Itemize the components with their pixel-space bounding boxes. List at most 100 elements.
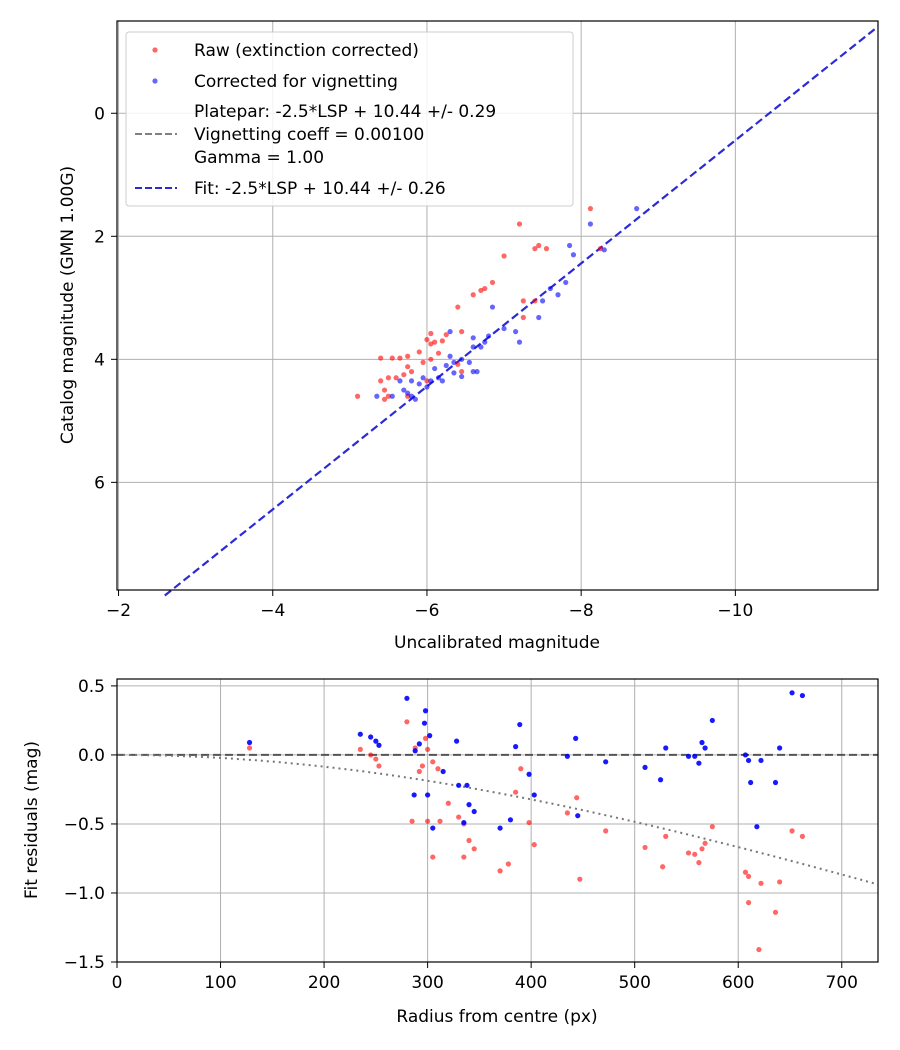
- raw-point: [381, 396, 388, 402]
- corrected-point: [451, 370, 457, 376]
- corrected-residual-point: [456, 782, 462, 788]
- corrected-point: [451, 359, 457, 365]
- bottom-x-tick-label: 300: [411, 973, 443, 993]
- corrected-residual-point: [531, 792, 537, 798]
- corrected-residual-point: [471, 808, 477, 815]
- corrected-residual-point: [425, 792, 431, 798]
- corrected-residual-point: [464, 782, 470, 788]
- corrected-residual-point: [507, 817, 514, 823]
- corrected-point: [540, 298, 546, 304]
- corrected-point: [432, 365, 438, 372]
- bottom-y-tick-label: −0.5: [64, 815, 105, 835]
- raw-point: [428, 356, 434, 362]
- corrected-residual-point: [663, 745, 669, 751]
- corrected-point: [405, 390, 411, 396]
- raw-point: [393, 375, 399, 381]
- corrected-point: [482, 339, 488, 345]
- raw-point: [489, 279, 496, 286]
- raw-residual-point: [246, 745, 253, 751]
- corrected-point: [470, 335, 476, 341]
- bottom-x-tick-label: 100: [204, 973, 236, 993]
- corrected-residual-point: [368, 734, 374, 740]
- raw-residual-point: [466, 837, 472, 844]
- bottom-y-tick-label: 0.0: [78, 746, 105, 766]
- corrected-residual-point: [642, 764, 648, 770]
- bottom-y-axis-label: Fit residuals (mag): [22, 741, 42, 899]
- raw-point: [501, 253, 507, 259]
- legend-corrected-label: Corrected for vignetting: [194, 72, 398, 92]
- raw-residual-point: [799, 833, 806, 839]
- raw-point: [420, 359, 426, 365]
- corrected-residual-point: [430, 825, 436, 831]
- corrected-residual-point: [696, 760, 702, 766]
- raw-point: [532, 246, 538, 252]
- raw-point: [405, 353, 411, 359]
- raw-point: [381, 387, 388, 393]
- raw-point: [389, 355, 395, 361]
- top-x-tick-label: −2: [106, 601, 131, 621]
- top-x-tick-label: −4: [260, 601, 285, 621]
- corrected-point: [516, 339, 523, 345]
- corrected-point: [566, 242, 573, 249]
- corrected-point: [634, 206, 640, 212]
- raw-residual-point: [789, 828, 795, 834]
- bottom-x-tick-label: 600: [722, 973, 754, 993]
- raw-residual-point: [745, 873, 752, 880]
- legend-platepar-line2: Vignetting coeff = 0.00100: [194, 125, 424, 145]
- raw-residual-point: [425, 818, 431, 824]
- raw-point: [520, 314, 526, 321]
- raw-point: [520, 298, 526, 304]
- raw-residual-point: [425, 746, 431, 753]
- raw-point: [435, 350, 442, 356]
- raw-residual-point: [456, 814, 462, 820]
- raw-residual-point: [430, 854, 436, 860]
- corrected-point: [412, 396, 418, 402]
- raw-point: [470, 292, 476, 298]
- raw-residual-point: [430, 759, 436, 765]
- corrected-point: [416, 381, 422, 387]
- raw-residual-point: [419, 763, 426, 769]
- raw-residual-point: [373, 756, 379, 762]
- raw-point: [459, 369, 465, 375]
- corrected-residual-point: [789, 690, 795, 696]
- raw-residual-point: [577, 876, 583, 882]
- corrected-point: [536, 314, 542, 321]
- bottom-x-tick-label: 200: [308, 973, 340, 993]
- legend-platepar-line3: Gamma = 1.00: [194, 148, 324, 168]
- raw-residual-point: [660, 864, 666, 870]
- raw-residual-point: [505, 861, 511, 867]
- corrected-residual-point: [742, 752, 749, 758]
- top-y-tick-label: 4: [94, 350, 105, 370]
- corrected-point: [501, 325, 507, 332]
- raw-residual-point: [709, 824, 715, 830]
- corrected-point: [439, 378, 445, 384]
- raw-point: [378, 378, 384, 384]
- raw-point: [378, 355, 384, 361]
- raw-point: [397, 355, 403, 361]
- corrected-residual-point: [440, 768, 446, 775]
- corrected-residual-point: [526, 771, 532, 777]
- raw-residual-point: [461, 854, 467, 860]
- raw-point: [478, 287, 484, 294]
- raw-point: [455, 361, 461, 367]
- corrected-residual-point: [421, 720, 428, 726]
- raw-residual-point: [742, 869, 749, 875]
- corrected-residual-point: [709, 717, 715, 724]
- raw-residual-point: [376, 763, 382, 769]
- raw-residual-point: [471, 846, 477, 852]
- raw-residual-point: [696, 860, 702, 866]
- corrected-point: [374, 393, 380, 399]
- corrected-residual-point: [373, 738, 379, 744]
- corrected-point: [397, 378, 403, 384]
- legend-raw-marker: [152, 47, 158, 53]
- corrected-point: [470, 369, 476, 375]
- corrected-residual-point: [404, 695, 410, 701]
- corrected-point: [555, 292, 561, 298]
- raw-residual-point: [692, 851, 698, 857]
- raw-point: [439, 338, 445, 344]
- fit-line: [164, 25, 879, 597]
- corrected-residual-point: [603, 759, 609, 765]
- raw-point: [455, 304, 461, 310]
